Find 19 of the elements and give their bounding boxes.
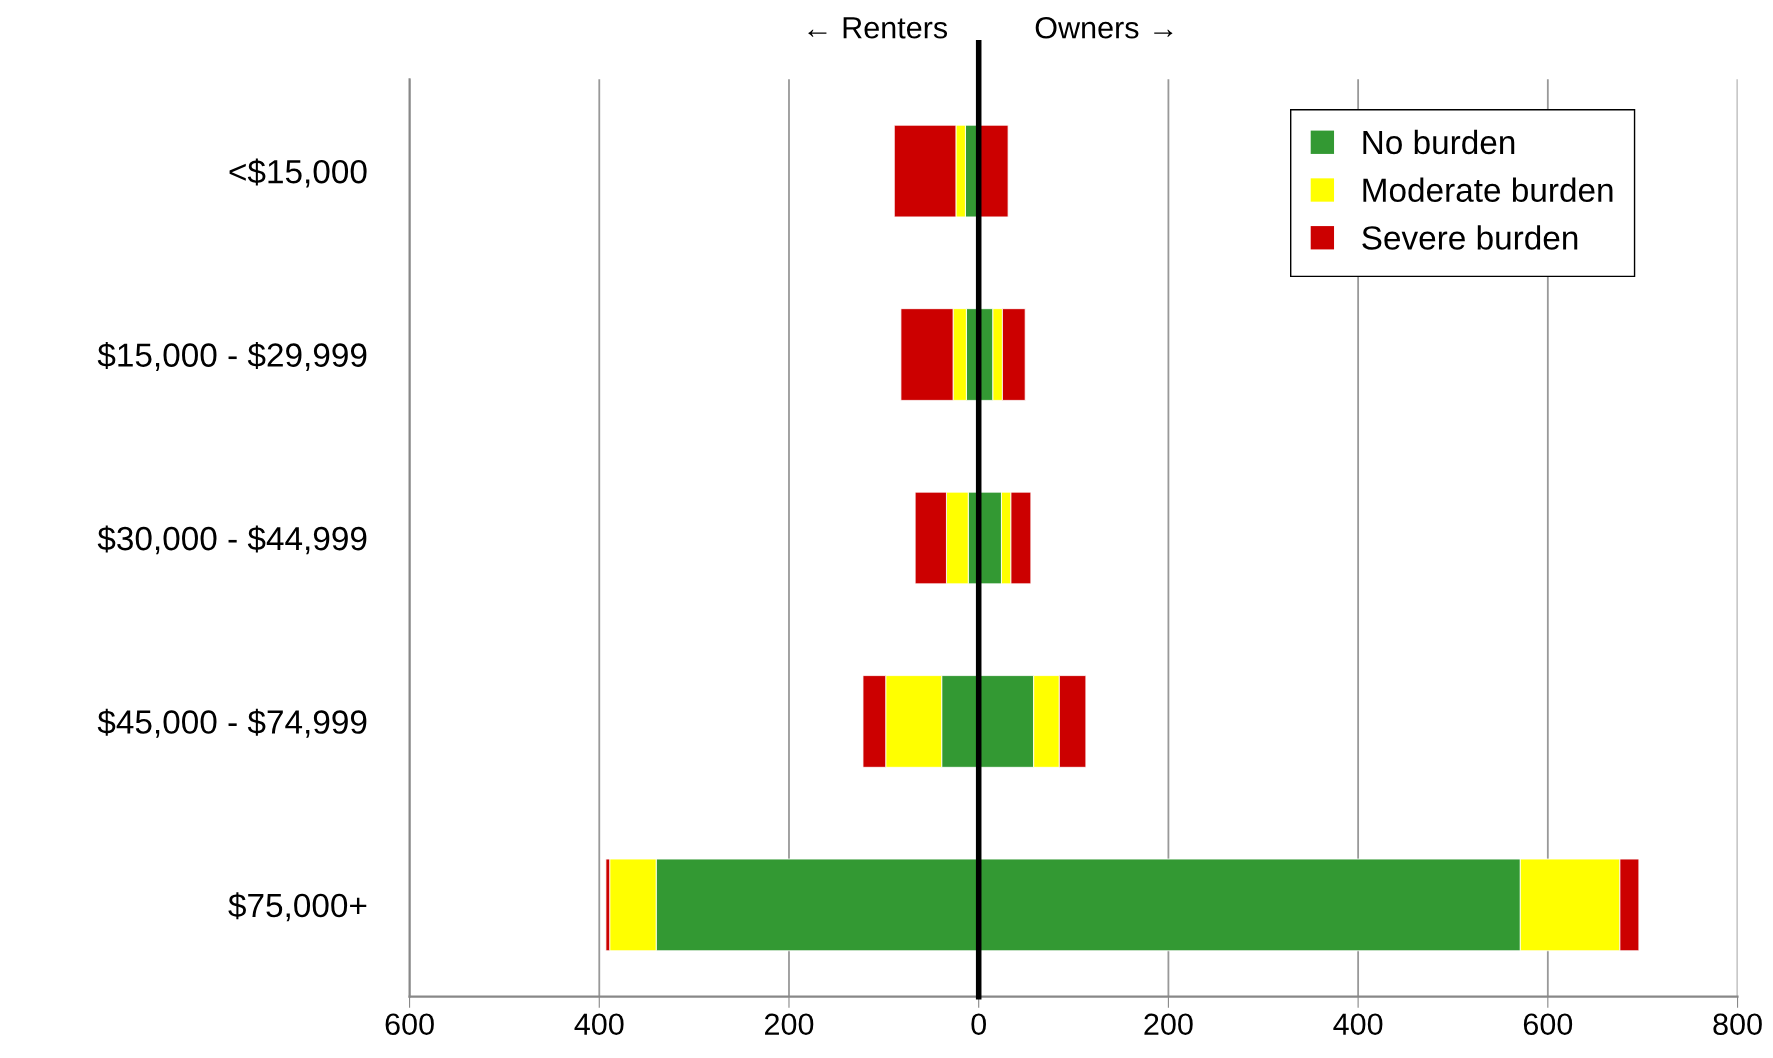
- text: ← Renters: [808, 17, 948, 39]
- x-tick-label: 400: [574, 1013, 624, 1036]
- y-tick-label: $45,000 - $74,999: [97, 708, 367, 738]
- legend-label: No burden: [1363, 129, 1515, 155]
- x-tick-label: 200: [765, 1013, 814, 1036]
- x-tick-label: 200: [1144, 1013, 1193, 1036]
- x-tick-label: 800: [1713, 1013, 1762, 1036]
- y-tick-label: <$15,000: [229, 158, 367, 188]
- legend-label: Moderate burden: [1363, 177, 1613, 202]
- y-tick-label: $75,000+: [228, 892, 367, 922]
- x-tick-label: 600: [385, 1013, 434, 1036]
- text: Owners →: [1035, 16, 1173, 39]
- x-tick-label: 400: [1333, 1013, 1383, 1036]
- y-tick-label: $15,000 - $29,999: [97, 341, 367, 371]
- legend-label: Severe burden: [1362, 225, 1578, 250]
- x-tick-label: 0: [971, 1013, 986, 1036]
- bar: [978, 124, 1009, 218]
- x-tick-label: 600: [1523, 1013, 1573, 1036]
- y-tick-label: $30,000 - $44,999: [97, 525, 367, 555]
